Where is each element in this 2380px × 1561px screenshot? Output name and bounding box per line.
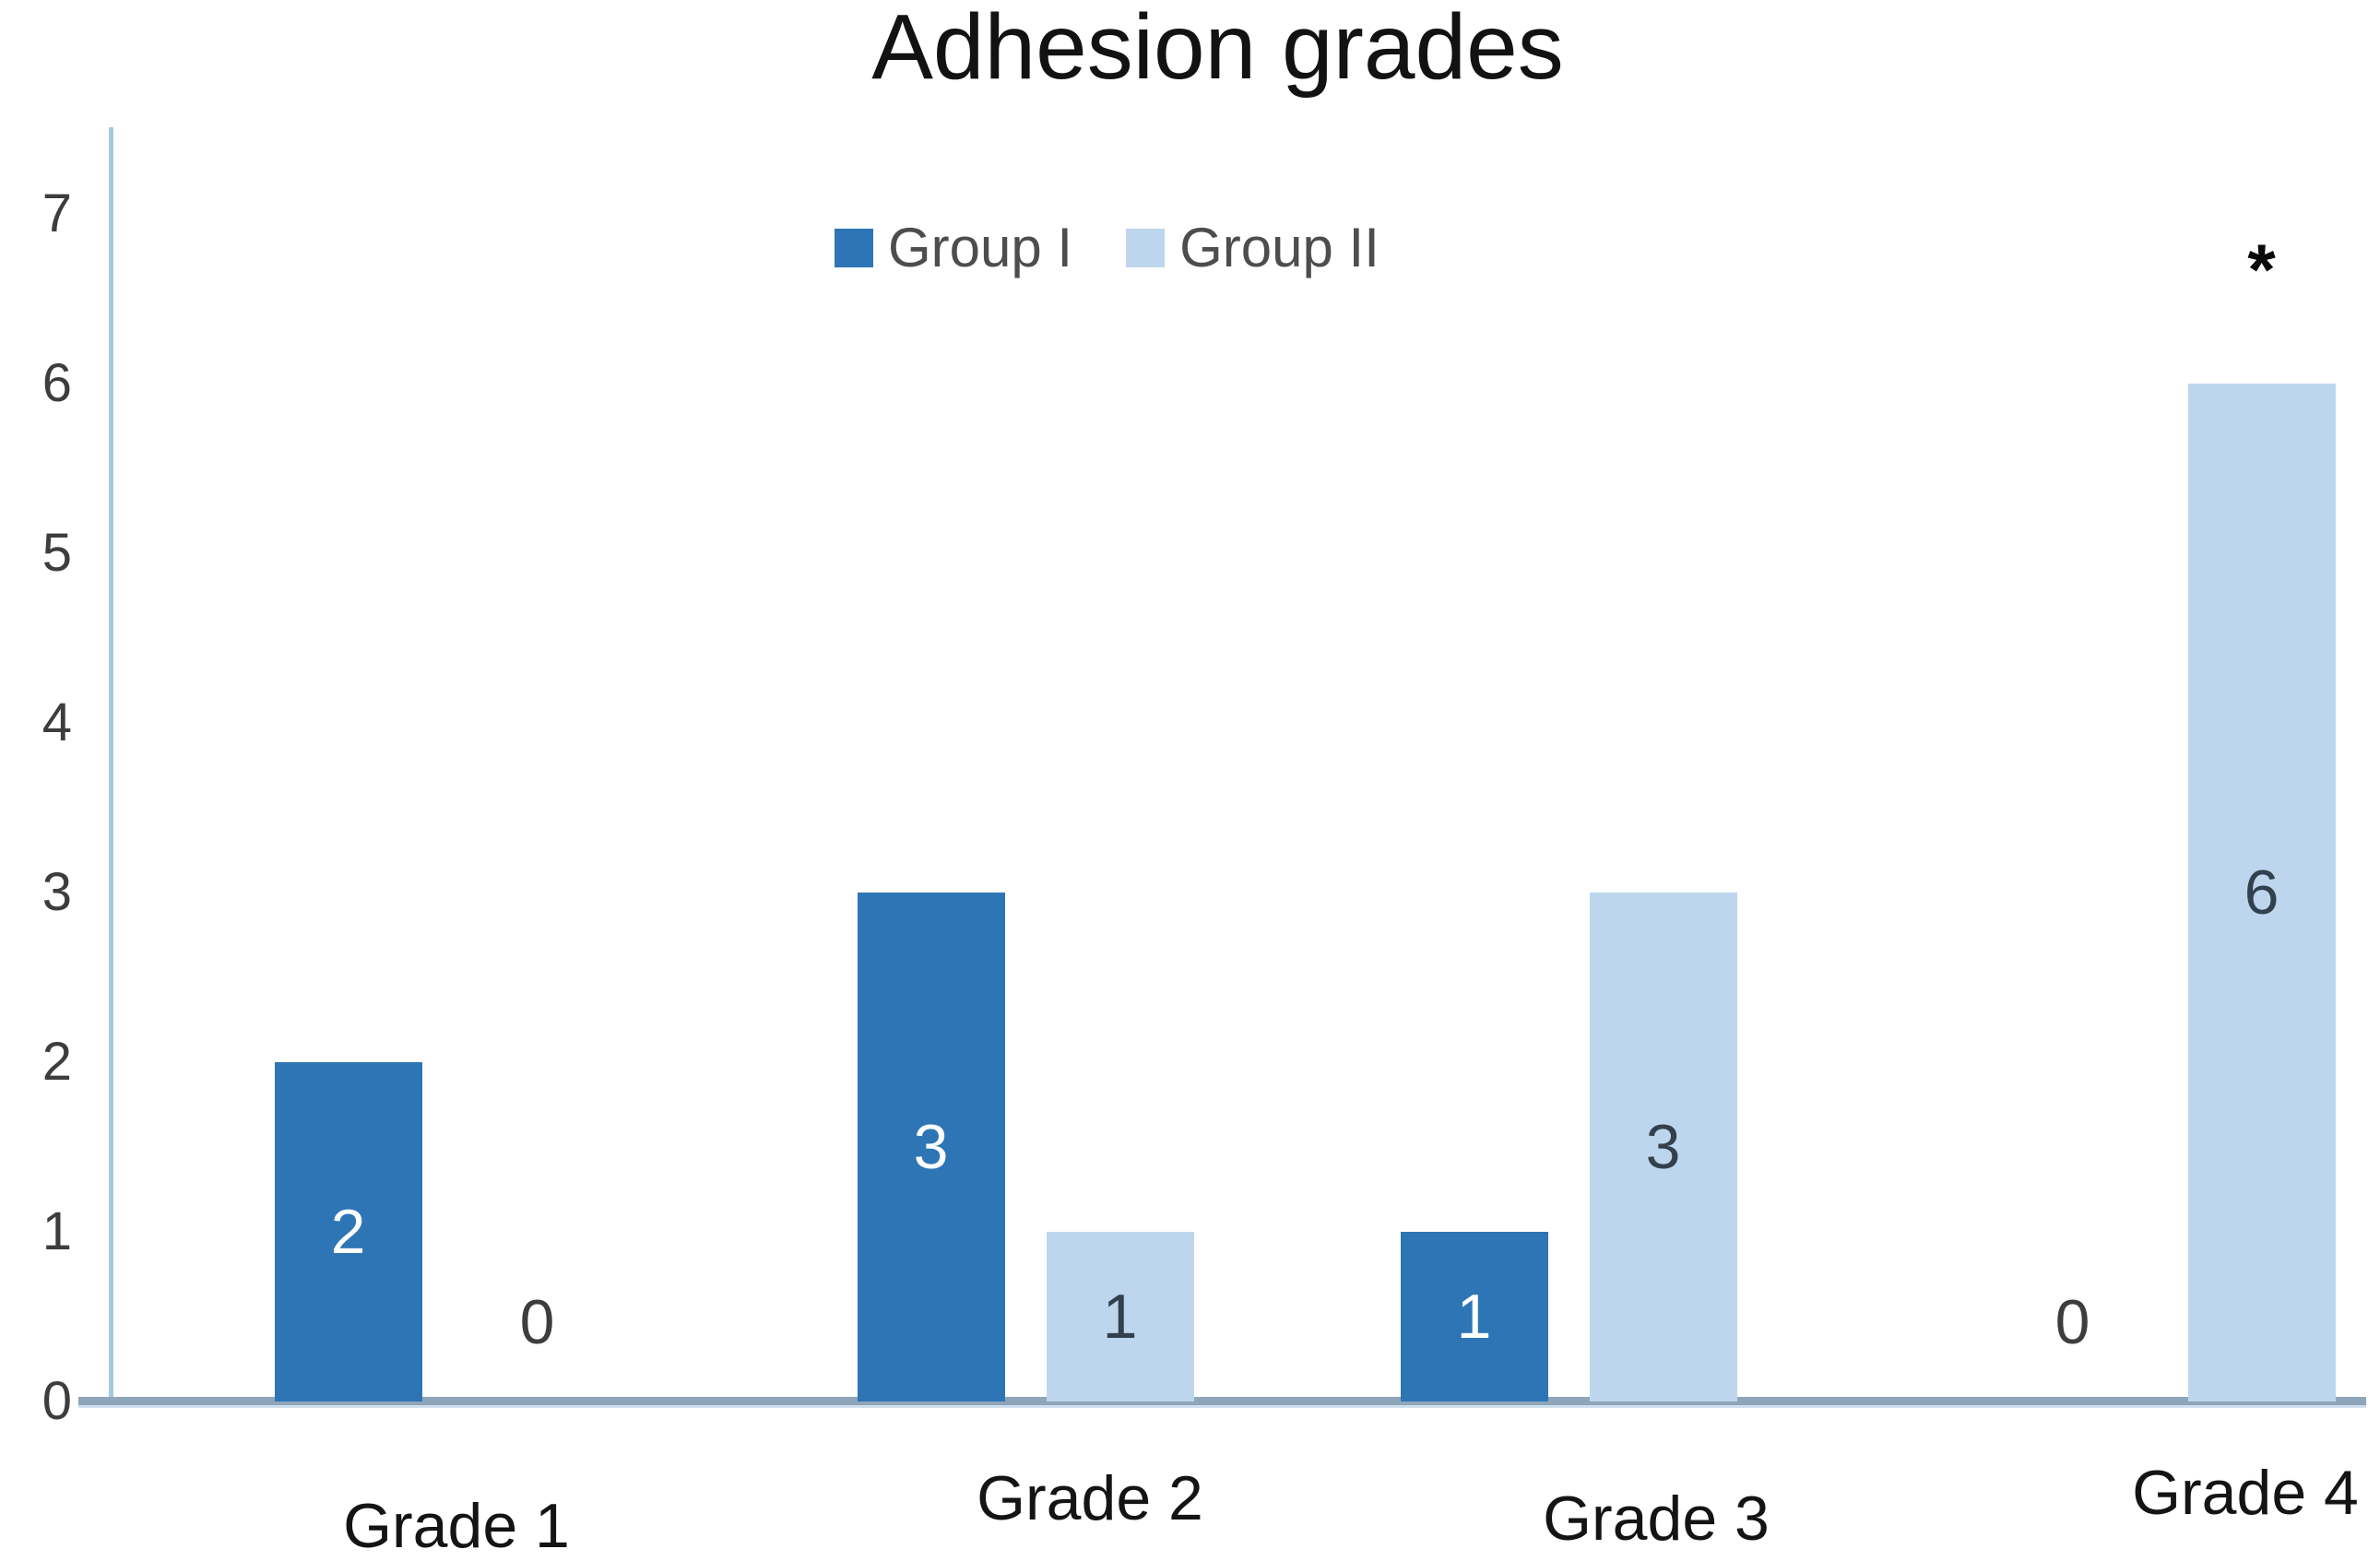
bar-value-label-zero: 0 [2054,1287,2090,1357]
y-tick-label: 0 [41,1371,72,1431]
legend-label-group-ii: Group II [1179,217,1379,278]
x-axis-line [78,1397,2366,1408]
x-axis-label-grade-2: Grade 2 [977,1463,1203,1533]
legend-swatch-group-i-icon [835,229,873,267]
bar-value-label: 1 [1102,1282,1138,1352]
bar-group-ii-grade-4: 6 [2187,384,2336,1401]
y-tick-label: 1 [41,1201,72,1261]
legend-label-group-i: Group I [888,217,1073,278]
x-axis-label-grade-3: Grade 3 [1543,1484,1770,1554]
bar-value-label: 3 [913,1112,949,1182]
y-tick-label: 4 [41,692,72,752]
bar-value-label: 1 [1456,1282,1492,1352]
significance-asterisk: * [2247,229,2276,310]
legend-swatch-group-ii-icon [1126,229,1166,267]
bar-group-ii-grade-3: 3 [1589,893,1737,1401]
y-tick-label: 5 [41,523,72,583]
bar-group-i-grade-1: 2 [274,1062,422,1401]
legend: Group I Group II [835,218,1379,278]
bar-value-label: 3 [1645,1112,1681,1182]
bar-group-i-grade-2: 3 [857,893,1005,1401]
bar-value-label-zero: 0 [519,1287,555,1357]
y-axis-line [109,127,113,1405]
y-tick-label: 6 [41,353,72,413]
x-axis-label-grade-1: Grade 1 [343,1491,570,1561]
y-tick-label: 3 [41,862,72,922]
chart-title: Adhesion grades [871,0,1564,99]
bar-group-ii-grade-2: 1 [1046,1232,1194,1401]
legend-item-group-i: Group I [835,218,1072,278]
bar-group-i-grade-3: 1 [1400,1232,1548,1401]
y-tick-label: 2 [41,1032,72,1092]
legend-item-group-ii: Group II [1126,218,1379,278]
bar-value-label: 2 [330,1197,366,1267]
bar-value-label: 6 [2244,857,2279,928]
y-tick-label: 7 [41,183,72,243]
x-axis-label-grade-4: Grade 4 [2132,1458,2359,1528]
